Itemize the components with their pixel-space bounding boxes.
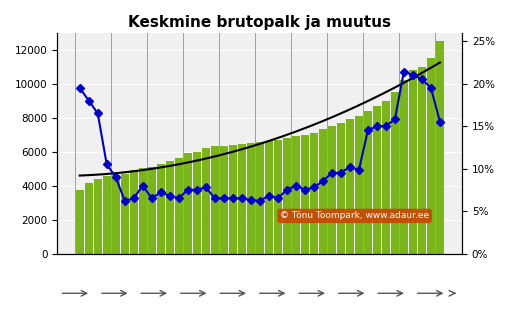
Bar	[219, 146, 227, 254]
Bar	[363, 111, 371, 254]
Bar	[426, 58, 434, 254]
Bar	[202, 148, 209, 254]
Bar	[175, 158, 182, 254]
Bar	[408, 70, 416, 254]
Bar	[256, 142, 263, 254]
Bar	[381, 100, 389, 254]
Bar	[319, 129, 326, 254]
Bar	[300, 134, 308, 254]
Bar	[229, 145, 236, 254]
Bar	[148, 167, 155, 254]
Bar	[273, 140, 281, 254]
Bar	[282, 138, 290, 254]
Bar	[211, 146, 218, 254]
Bar	[246, 143, 254, 254]
Bar	[121, 174, 128, 254]
Bar	[130, 170, 137, 254]
Title: Keskmine brutopalk ja muutus: Keskmine brutopalk ja muutus	[128, 15, 390, 30]
Bar	[238, 144, 245, 254]
Bar	[309, 133, 317, 254]
Bar	[192, 152, 200, 254]
Bar	[327, 126, 335, 254]
Bar	[435, 41, 443, 254]
Bar	[76, 190, 83, 254]
Bar	[354, 116, 362, 254]
Bar	[372, 106, 380, 254]
Bar	[265, 140, 272, 254]
Bar	[157, 164, 164, 254]
Bar	[184, 153, 191, 254]
Bar	[165, 161, 173, 254]
Bar	[417, 66, 425, 254]
Bar	[84, 183, 92, 254]
Bar	[103, 176, 110, 254]
Bar	[94, 179, 101, 254]
Bar	[138, 168, 146, 254]
Bar	[111, 174, 119, 254]
Bar	[390, 92, 398, 254]
Bar	[336, 123, 344, 254]
Bar	[399, 80, 407, 254]
Bar	[292, 136, 299, 254]
Bar	[346, 119, 353, 254]
Text: © Tõnu Toompark, www.adaur.ee: © Tõnu Toompark, www.adaur.ee	[279, 212, 429, 220]
